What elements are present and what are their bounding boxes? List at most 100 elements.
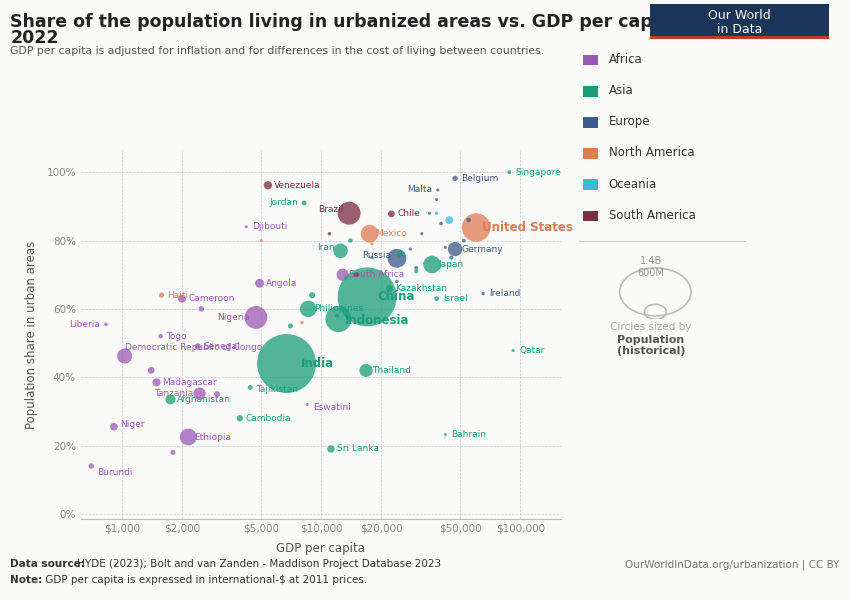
Point <box>430 294 444 304</box>
Text: Burundi: Burundi <box>97 467 133 476</box>
Point <box>252 278 266 288</box>
Text: Afghanistan: Afghanistan <box>177 395 230 404</box>
Point <box>415 229 428 239</box>
Point <box>425 260 439 269</box>
Point <box>166 448 179 457</box>
Text: GDP per capita is expressed in international-$ at 2011 prices.: GDP per capita is expressed in internati… <box>42 575 367 585</box>
X-axis label: GDP per capita: GDP per capita <box>276 542 366 555</box>
Text: Circles sized by: Circles sized by <box>610 322 692 332</box>
Point <box>336 270 349 280</box>
Point <box>295 318 309 328</box>
Text: Djibouti: Djibouti <box>252 223 287 232</box>
Point <box>404 244 417 254</box>
Point <box>343 208 356 218</box>
Text: Iran: Iran <box>317 243 335 252</box>
Point <box>334 246 348 256</box>
Point <box>434 218 448 228</box>
Point <box>302 304 315 314</box>
Point <box>360 365 373 375</box>
Text: HYDE (2023); Bolt and van Zanden - Maddison Project Database 2023: HYDE (2023); Bolt and van Zanden - Maddi… <box>74 559 441 569</box>
Text: Senegal: Senegal <box>204 342 241 351</box>
Text: Thailand: Thailand <box>372 366 411 375</box>
Text: Singapore: Singapore <box>515 168 561 177</box>
Text: China: China <box>377 290 415 304</box>
Text: Europe: Europe <box>609 115 650 128</box>
Point <box>154 331 167 341</box>
Point <box>410 263 423 272</box>
Text: Tanzania: Tanzania <box>155 389 194 398</box>
Text: Jordan: Jordan <box>269 199 298 208</box>
Text: Angola: Angola <box>265 279 297 288</box>
Text: Our World: Our World <box>708 9 771 22</box>
Point <box>323 229 337 239</box>
Point <box>462 215 475 225</box>
Text: 600M: 600M <box>638 268 665 278</box>
Text: Madagascar: Madagascar <box>162 378 218 387</box>
Point <box>150 377 163 387</box>
Text: Democratic Republic of Congo: Democratic Republic of Congo <box>125 343 262 352</box>
Text: Belgium: Belgium <box>461 174 498 183</box>
Text: Russia: Russia <box>362 251 391 260</box>
Point <box>175 294 189 304</box>
Text: Bahrain: Bahrain <box>451 430 486 439</box>
Text: GDP per capita is adjusted for inflation and for differences in the cost of livi: GDP per capita is adjusted for inflation… <box>10 46 544 56</box>
Point <box>305 290 319 300</box>
Point <box>210 389 224 399</box>
Text: United States: United States <box>482 221 573 234</box>
Point <box>243 383 257 392</box>
Point <box>249 313 263 322</box>
Point <box>254 236 268 245</box>
Text: North America: North America <box>609 146 694 160</box>
Point <box>502 167 516 177</box>
Text: Venezuela: Venezuela <box>274 181 320 190</box>
Point <box>191 341 205 351</box>
Text: Togo: Togo <box>167 332 187 341</box>
Text: India: India <box>301 357 334 370</box>
Text: Cambodia: Cambodia <box>246 414 292 423</box>
Point <box>445 253 458 262</box>
Text: Indonesia: Indonesia <box>344 314 409 328</box>
Text: Sri Lanka: Sri Lanka <box>337 445 379 454</box>
Text: Chile: Chile <box>397 209 420 218</box>
Text: Israel: Israel <box>443 294 468 303</box>
Text: Niger: Niger <box>120 419 145 428</box>
Text: (historical): (historical) <box>617 346 685 356</box>
Text: Philippines: Philippines <box>314 304 363 313</box>
Point <box>448 173 462 183</box>
Text: in Data: in Data <box>717 23 762 36</box>
Point <box>430 208 444 218</box>
Text: Malta: Malta <box>407 185 432 194</box>
Point <box>118 351 132 361</box>
Text: Eswatini: Eswatini <box>313 403 351 412</box>
Text: Ireland: Ireland <box>489 289 520 298</box>
Point <box>366 253 379 262</box>
Y-axis label: Population share in urban areas: Population share in urban areas <box>25 241 38 428</box>
Point <box>448 244 462 254</box>
Point <box>394 250 407 259</box>
Text: Population: Population <box>617 335 685 345</box>
Point <box>164 395 178 404</box>
Point <box>332 314 345 324</box>
Text: Nigeria: Nigeria <box>218 313 250 322</box>
Text: Japan: Japan <box>438 260 463 269</box>
Point <box>240 222 253 232</box>
Text: Oceania: Oceania <box>609 178 657 191</box>
Point <box>363 229 377 239</box>
Point <box>284 321 298 331</box>
Text: Note:: Note: <box>10 575 43 585</box>
Point <box>233 413 246 423</box>
Text: South Africa: South Africa <box>348 270 404 279</box>
Text: Africa: Africa <box>609 53 643 66</box>
Point <box>360 292 374 302</box>
Point <box>330 311 343 320</box>
Point <box>457 236 471 245</box>
Text: Share of the population living in urbanized areas vs. GDP per capita,: Share of the population living in urbani… <box>10 13 685 31</box>
Point <box>410 266 423 276</box>
Point <box>382 284 396 293</box>
Text: OurWorldInData.org/urbanization | CC BY: OurWorldInData.org/urbanization | CC BY <box>626 559 840 570</box>
Point <box>366 239 379 249</box>
Point <box>384 209 398 218</box>
Point <box>431 185 445 195</box>
Point <box>390 254 404 263</box>
Text: Germany: Germany <box>461 245 502 254</box>
